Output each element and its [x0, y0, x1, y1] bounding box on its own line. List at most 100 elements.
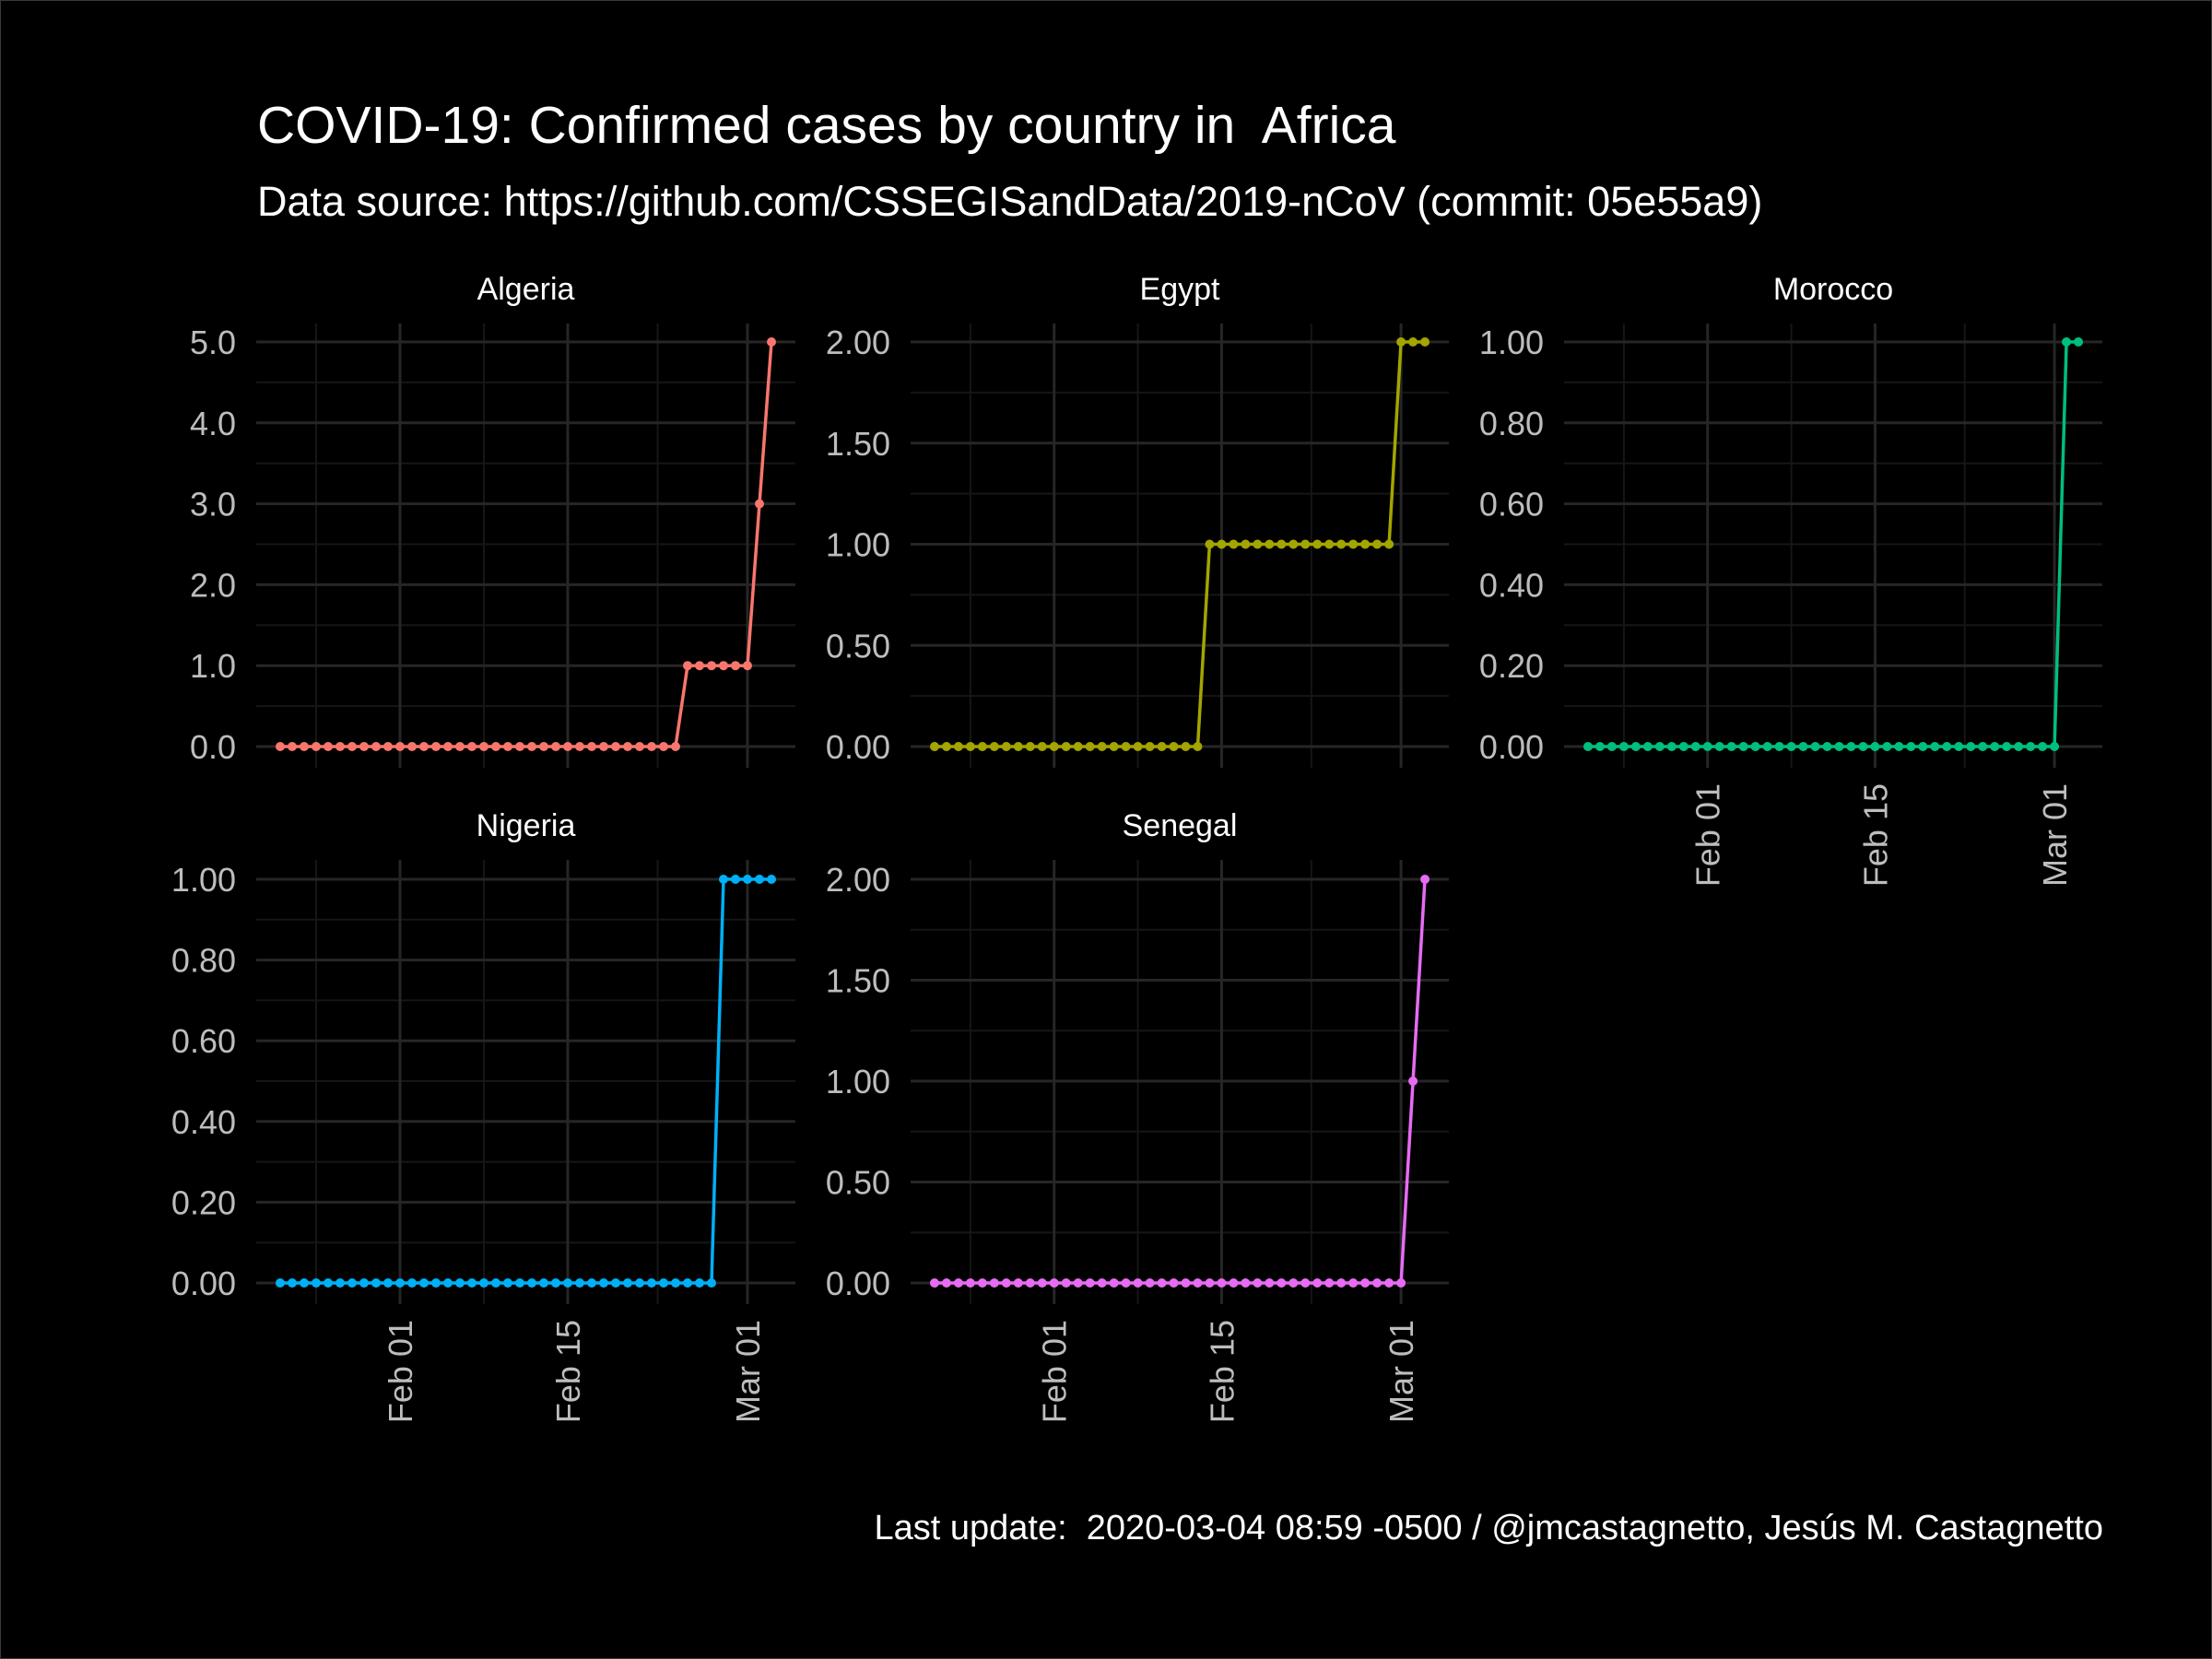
data-point [276, 1278, 285, 1288]
x-tick-label: Feb 15 [549, 1320, 587, 1423]
data-point [515, 1278, 524, 1288]
facet-title: Nigeria [477, 808, 576, 843]
data-point [1372, 1278, 1382, 1288]
data-point [1894, 742, 1904, 751]
data-point [1714, 742, 1724, 751]
data-point [563, 742, 572, 751]
data-point [359, 1278, 369, 1288]
y-tick-label: 3.0 [190, 486, 236, 524]
data-point [1774, 742, 1784, 751]
data-point [575, 742, 584, 751]
data-point [1384, 1278, 1394, 1288]
data-point [1300, 1278, 1311, 1288]
data-point [1798, 742, 1808, 751]
data-point [1360, 539, 1371, 549]
data-point [1822, 742, 1832, 751]
data-point [312, 742, 321, 751]
data-point [1858, 742, 1868, 751]
data-point [1253, 539, 1263, 549]
x-tick-label: Feb 01 [1689, 783, 1727, 887]
data-point [431, 742, 441, 751]
data-point [455, 1278, 465, 1288]
data-point [288, 1278, 297, 1288]
data-point [635, 742, 644, 751]
data-point [1786, 742, 1796, 751]
y-tick-label: 2.00 [826, 861, 890, 899]
data-point [1930, 742, 1940, 751]
data-point [659, 742, 668, 751]
data-point [599, 742, 608, 751]
data-point [743, 661, 752, 671]
data-point [1193, 1278, 1203, 1288]
data-point [359, 742, 369, 751]
data-point [1690, 742, 1700, 751]
data-point [551, 742, 560, 751]
data-point [1145, 742, 1155, 751]
data-point [1025, 1278, 1035, 1288]
data-point [1420, 875, 1430, 884]
data-point [599, 1278, 608, 1288]
data-point [1966, 742, 1976, 751]
data-point [965, 742, 975, 751]
data-point [929, 742, 939, 751]
data-point [1265, 1278, 1275, 1288]
data-point [1109, 1278, 1119, 1288]
data-point [419, 742, 429, 751]
data-point [539, 742, 548, 751]
x-tick-label: Mar 01 [2036, 783, 2074, 887]
y-tick-label: 0.50 [826, 1164, 890, 1202]
data-point [1336, 539, 1347, 549]
data-point [1169, 742, 1179, 751]
data-point [1408, 1077, 1418, 1086]
data-point [1277, 539, 1287, 549]
data-point [1205, 539, 1215, 549]
facet-title: Egypt [1140, 272, 1220, 307]
data-point [1157, 1278, 1167, 1288]
data-point [1073, 1278, 1083, 1288]
data-point [1918, 742, 1928, 751]
facet-panel-senegal: 0.00 0.50 1.00 1.50 2.00 Senegal Feb 01 Feb 15 M… [826, 808, 1449, 1423]
data-point [989, 1278, 999, 1288]
data-point [419, 1278, 429, 1288]
chart-caption: Last update: 2020-03-04 08:59 -0500 / @j… [874, 1509, 2103, 1547]
y-tick-label: 0.80 [1479, 405, 1544, 442]
y-tick-label: 1.50 [826, 425, 890, 463]
data-point [1049, 742, 1059, 751]
data-point [1241, 1278, 1251, 1288]
data-point [1001, 1278, 1011, 1288]
y-tick-label: 0.20 [171, 1183, 236, 1221]
data-point [395, 1278, 405, 1288]
data-point [719, 875, 728, 884]
data-point [1085, 742, 1095, 751]
y-tick-label: 0.50 [826, 627, 890, 665]
data-point [695, 1278, 704, 1288]
data-point [503, 1278, 512, 1288]
data-point [1978, 742, 1988, 751]
data-point [1061, 1278, 1071, 1288]
data-point [1810, 742, 1820, 751]
data-point [539, 1278, 548, 1288]
data-point [1253, 1278, 1263, 1288]
data-point [1942, 742, 1952, 751]
data-point [1702, 742, 1712, 751]
data-point [335, 742, 345, 751]
data-point [1037, 1278, 1047, 1288]
data-point [527, 742, 536, 751]
data-point [455, 742, 465, 751]
y-tick-label: 1.00 [826, 1063, 890, 1100]
data-point [2062, 337, 2072, 347]
data-point [1073, 742, 1083, 751]
data-point [551, 1278, 560, 1288]
data-point [347, 742, 357, 751]
data-point [683, 1278, 692, 1288]
data-point [1001, 742, 1011, 751]
data-point [347, 1278, 357, 1288]
x-tick-label: Mar 01 [729, 1320, 767, 1423]
data-point [1906, 742, 1916, 751]
chart-subtitle: Data source: https://github.com/CSSEGISa… [257, 178, 1763, 225]
data-point [1097, 1278, 1107, 1288]
data-point [683, 661, 692, 671]
y-tick-label: 0.60 [1479, 486, 1544, 524]
data-point [1870, 742, 1880, 751]
